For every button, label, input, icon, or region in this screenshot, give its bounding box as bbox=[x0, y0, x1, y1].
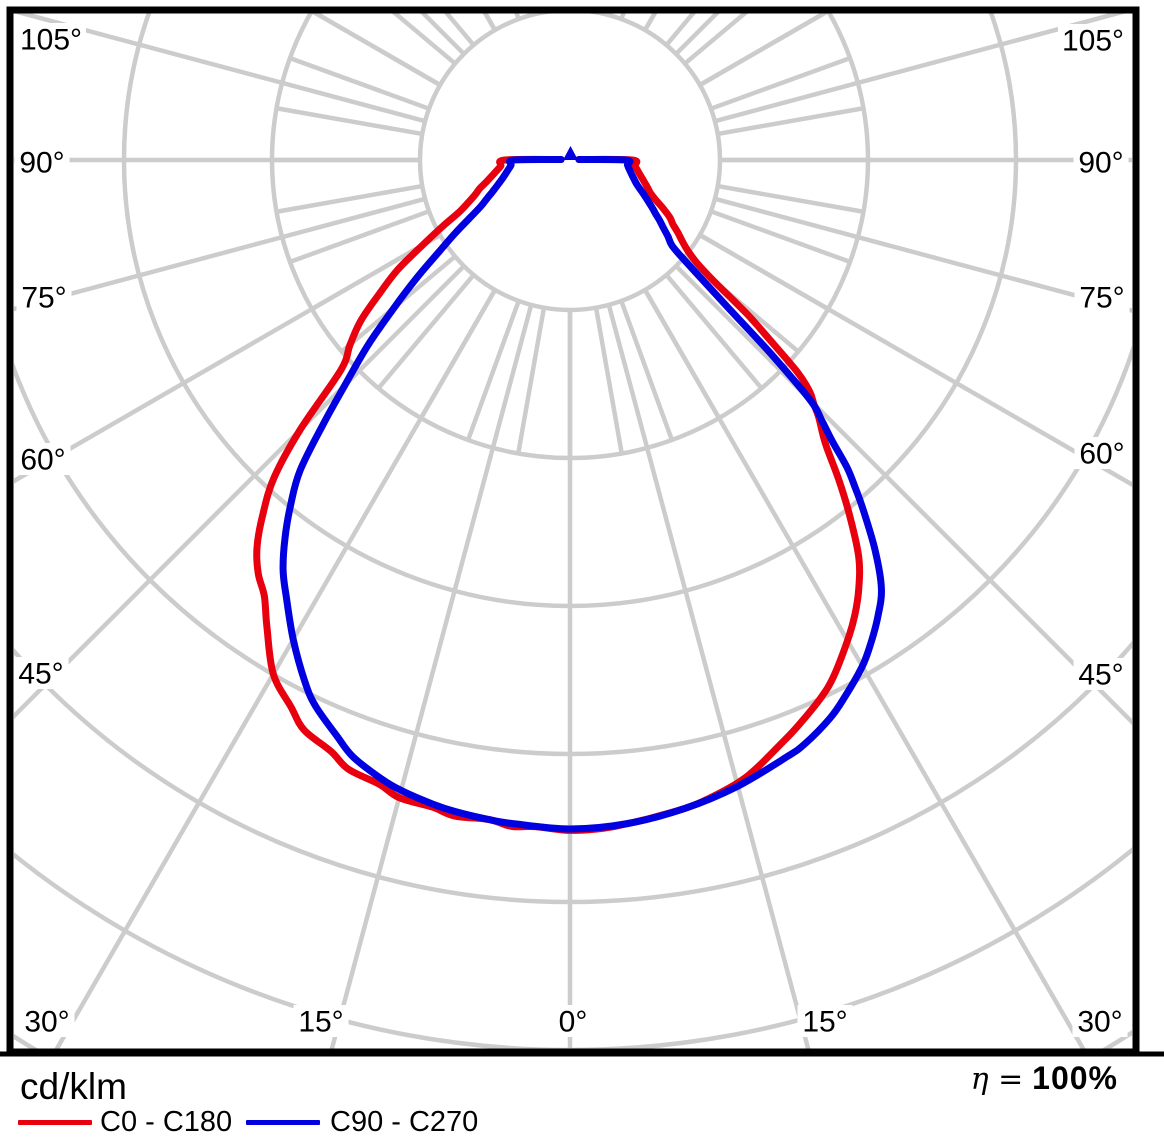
legend-swatch-c90-c270 bbox=[246, 1120, 320, 1125]
apex-spike bbox=[563, 146, 578, 160]
grid-ray bbox=[714, 196, 1132, 313]
angle-label: 75° bbox=[1079, 282, 1124, 315]
grid-tick bbox=[664, 10, 699, 47]
angle-label: 45° bbox=[1078, 659, 1123, 692]
angle-label: 90° bbox=[1078, 147, 1123, 180]
grid-tick bbox=[717, 183, 864, 214]
grid-ring bbox=[14, 345, 1132, 757]
angle-label: 30° bbox=[1077, 1006, 1122, 1039]
legend-label-c90-c270: C90 - C270 bbox=[330, 1106, 479, 1138]
eta-symbol: η = bbox=[970, 1062, 1024, 1097]
grid-tick bbox=[710, 209, 851, 265]
angle-label: 60° bbox=[20, 444, 65, 477]
grid-ray bbox=[14, 233, 442, 484]
grid-ray bbox=[674, 264, 1132, 726]
angle-label: 105° bbox=[20, 24, 82, 57]
angle-labels: 105° 90° 75° 60° 45° 30° 15° 0° 15° 30° 45° 60° 75° 9… bbox=[13, 23, 1130, 1039]
grid-tick bbox=[441, 10, 476, 47]
grid-ray bbox=[14, 10, 426, 124]
angle-label: 15° bbox=[802, 1006, 847, 1039]
angle-label: 15° bbox=[298, 1006, 343, 1039]
angle-label-bg bbox=[1074, 437, 1130, 469]
angle-label: 75° bbox=[21, 282, 66, 315]
grid-tick bbox=[289, 209, 430, 265]
curve-c0-c180 bbox=[253, 155, 864, 834]
eta-value: 100% bbox=[1032, 1060, 1118, 1096]
unit-label: cd/klm bbox=[20, 1066, 127, 1107]
legend-label-c0-c180: C0 - C180 bbox=[100, 1106, 233, 1138]
chart-frame bbox=[6, 6, 1140, 1056]
angle-label-bg bbox=[19, 1005, 75, 1037]
angle-label-bg bbox=[13, 657, 69, 689]
bottom-rule bbox=[0, 1051, 1164, 1057]
angle-label-bg bbox=[1074, 281, 1130, 313]
grid-tick bbox=[593, 307, 624, 454]
angle-label-bg bbox=[797, 1005, 853, 1037]
grid-ring bbox=[14, 640, 1132, 905]
grid-tick bbox=[683, 10, 753, 66]
legend: C0 - C180 C90 - C270 bbox=[0, 1106, 600, 1138]
grid-tick bbox=[276, 183, 423, 214]
angle-label: 105° bbox=[1062, 25, 1124, 58]
grid-ray bbox=[52, 288, 497, 1052]
angle-label: 45° bbox=[18, 658, 63, 691]
angle-label-bg bbox=[16, 281, 72, 313]
grid-tick bbox=[710, 55, 851, 111]
angle-label-bg bbox=[1072, 1005, 1128, 1037]
angle-label-bg bbox=[16, 23, 86, 55]
angle-label-bg bbox=[293, 1005, 349, 1037]
angle-label-bg bbox=[1073, 146, 1129, 178]
grid-ray bbox=[643, 288, 1088, 1052]
grid-tick bbox=[516, 307, 547, 454]
curve-c90-c270 bbox=[279, 155, 885, 833]
grid-tick bbox=[465, 300, 521, 441]
angle-label: 60° bbox=[1079, 438, 1124, 471]
angle-label: 90° bbox=[19, 147, 64, 180]
grid-tick bbox=[276, 106, 423, 137]
grid-tick bbox=[619, 300, 675, 441]
grid-ray bbox=[714, 10, 1132, 124]
angle-label-bg bbox=[1058, 24, 1128, 56]
angle-label-bg bbox=[14, 146, 70, 178]
angle-label-bg bbox=[1073, 658, 1129, 690]
angle-label-bg bbox=[15, 443, 71, 475]
angle-label: 0° bbox=[559, 1006, 588, 1039]
angle-label-bg bbox=[553, 1005, 593, 1037]
grid-tick bbox=[664, 273, 764, 390]
grid-ray bbox=[14, 196, 426, 312]
grid-ray bbox=[606, 304, 812, 1052]
angle-label: 30° bbox=[24, 1006, 69, 1039]
efficiency-readout: η = 100% bbox=[971, 1060, 1118, 1097]
grid-tick bbox=[376, 273, 476, 390]
grid-tick bbox=[717, 106, 864, 137]
legend-swatch-c0-c180 bbox=[18, 1120, 92, 1125]
grid-ray bbox=[698, 233, 1132, 488]
grid-tick bbox=[387, 10, 457, 66]
grid-tick bbox=[289, 55, 430, 111]
